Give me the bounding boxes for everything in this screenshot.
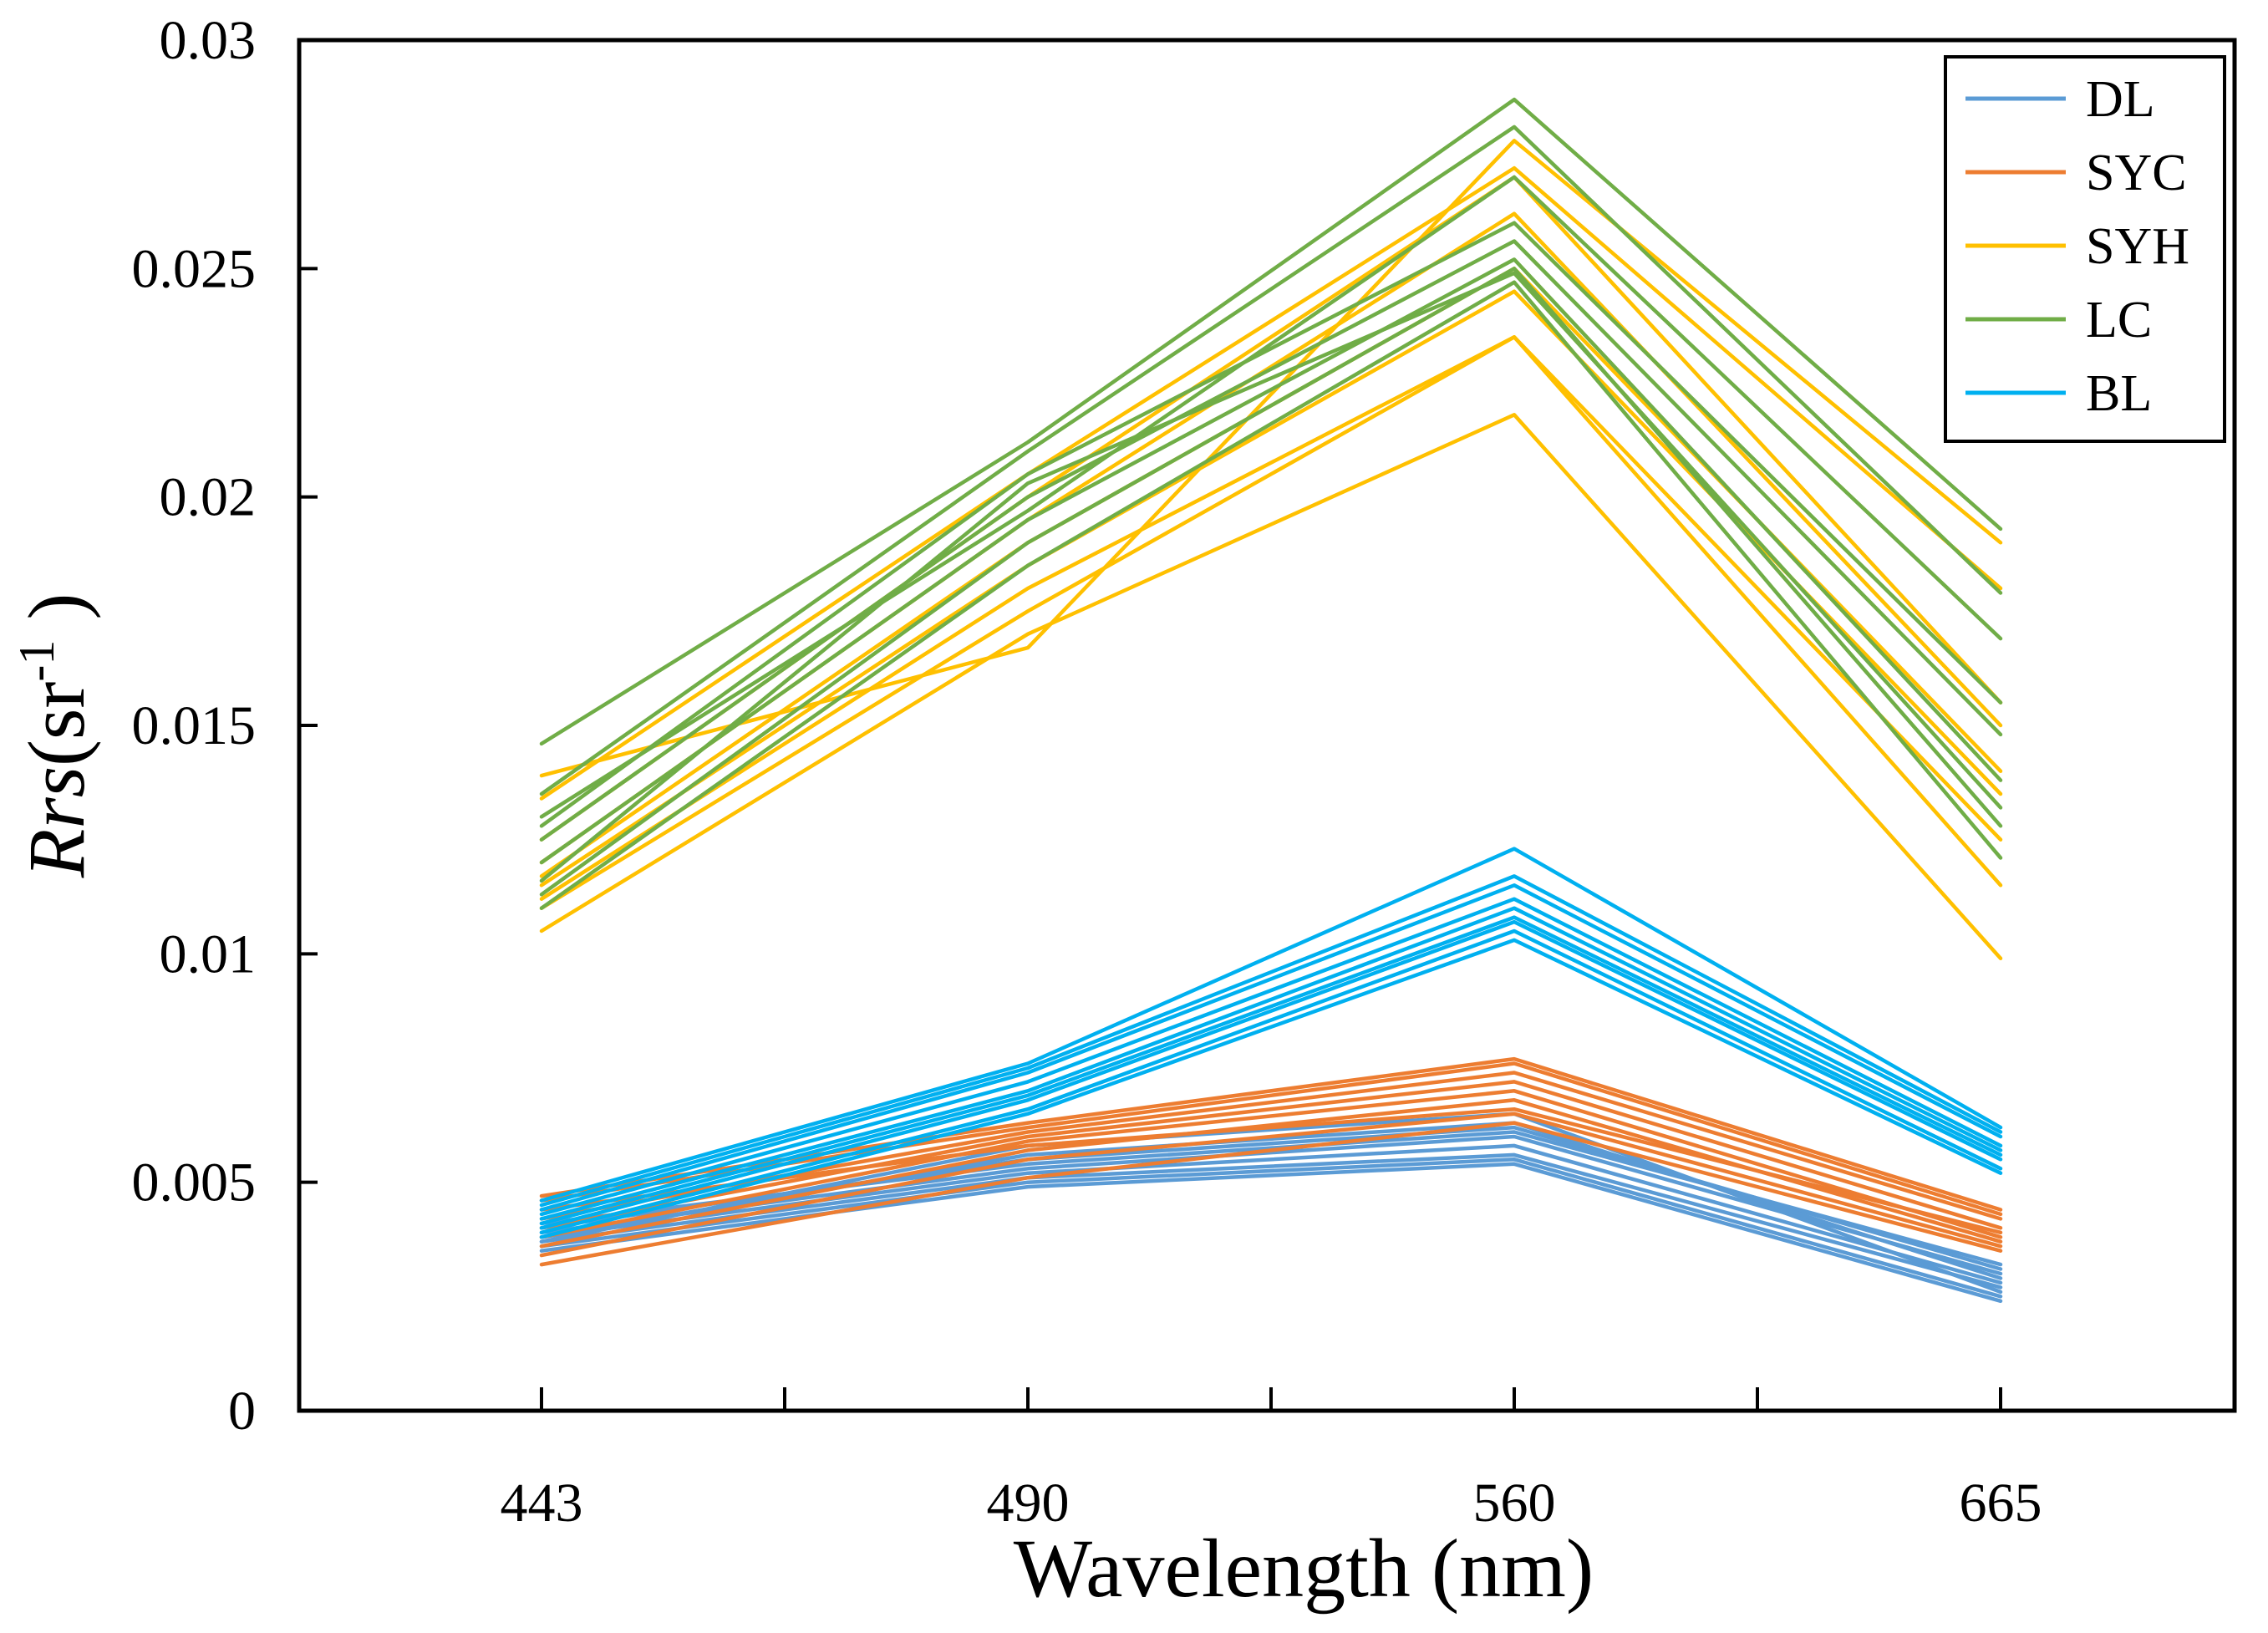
series-syc-line-5 [539, 1080, 2003, 1230]
series-dl-line-7 [539, 1121, 2003, 1280]
series-dl-line-2 [539, 1157, 2003, 1299]
series-bl-line-7 [539, 883, 2003, 1212]
y-tick-label: 0.025 [132, 238, 257, 299]
y-axis-title-italic: Rrs [12, 766, 101, 878]
legend-label-syc: SYC [2086, 145, 2187, 201]
x-axis-ticks: 443 490 560 665 [501, 1387, 2042, 1534]
series-dl-line-4 [539, 1143, 2003, 1285]
series-syc-line-1 [539, 1121, 2003, 1267]
series-syc [539, 1056, 2003, 1267]
series-syh-line-2 [539, 335, 2003, 910]
y-axis-title: Rrs(sr-1 ) [9, 593, 101, 879]
series-bl-line-5 [539, 906, 2003, 1221]
series-bl-line-3 [539, 919, 2003, 1230]
series-dl [539, 1112, 2003, 1304]
series-bl-line-2 [539, 928, 2003, 1235]
y-tick-label: 0.03 [160, 10, 257, 71]
series-syh-line-3 [539, 335, 2003, 901]
series-bl-line-1 [539, 938, 2003, 1239]
x-tick-label: 490 [987, 1473, 1070, 1534]
x-tick-label: 665 [1960, 1473, 2042, 1534]
series-syc-line-4 [539, 1089, 2003, 1239]
series-bl [539, 847, 2003, 1239]
y-axis-ticks: 0 0.005 0.01 0.015 0.02 0.025 0.03 [132, 10, 318, 1442]
series-lc-line-7 [539, 175, 2003, 819]
series-syc-line-9 [539, 1106, 2003, 1235]
series-lc-line-5 [539, 239, 2003, 842]
y-tick-label: 0.005 [132, 1152, 257, 1213]
legend-box [1944, 55, 2226, 443]
series-lc-line-6 [539, 221, 2003, 828]
series-layer [539, 97, 2003, 1304]
legend-label-lc: LC [2086, 292, 2152, 348]
y-axis-title-sup: -1 [9, 640, 64, 682]
y-tick-label: 0.02 [160, 467, 257, 528]
y-tick-label: 0.015 [132, 695, 257, 756]
series-syh-line-1 [539, 413, 2003, 961]
series-lc-line-1 [539, 280, 2003, 910]
series-syh-line-8 [539, 139, 2003, 778]
series-bl-line-4 [539, 915, 2003, 1226]
y-axis-title-close: ) [12, 593, 101, 640]
series-lc-line-8 [539, 125, 2003, 796]
series-lc-line-3 [539, 271, 2003, 883]
y-tick-label: 0.01 [160, 923, 257, 984]
series-bl-line-6 [539, 897, 2003, 1217]
x-tick-label: 560 [1473, 1473, 1556, 1534]
legend-label-dl: DL [2086, 71, 2155, 128]
legend-label-bl: BL [2086, 365, 2152, 422]
series-lc [539, 97, 2003, 910]
x-axis-title: Wavelength (nm) [1014, 1522, 1594, 1615]
legend: DL SYC SYH LC BL [1944, 55, 2226, 443]
series-syh-line-7 [539, 165, 2003, 801]
series-bl-line-8 [539, 874, 2003, 1208]
series-dl-line-9 [539, 1112, 2003, 1295]
x-tick-label: 443 [501, 1473, 583, 1534]
series-lc-line-2 [539, 267, 2003, 897]
legend-label-syh: SYH [2086, 218, 2189, 275]
series-syc-line-2 [539, 1112, 2003, 1258]
series-lc-line-4 [539, 257, 2003, 865]
series-dl-line-1 [539, 1162, 2003, 1304]
y-tick-label: 0 [228, 1381, 256, 1442]
series-bl-line-9 [539, 847, 2003, 1203]
series-lc-line-9 [539, 97, 2003, 746]
series-dl-line-3 [539, 1152, 2003, 1290]
y-axis-title-unit: (sr [12, 682, 101, 766]
legend-items: DL SYC SYH LC BL [1965, 71, 2189, 422]
series-dl-line-5 [539, 1134, 2003, 1276]
